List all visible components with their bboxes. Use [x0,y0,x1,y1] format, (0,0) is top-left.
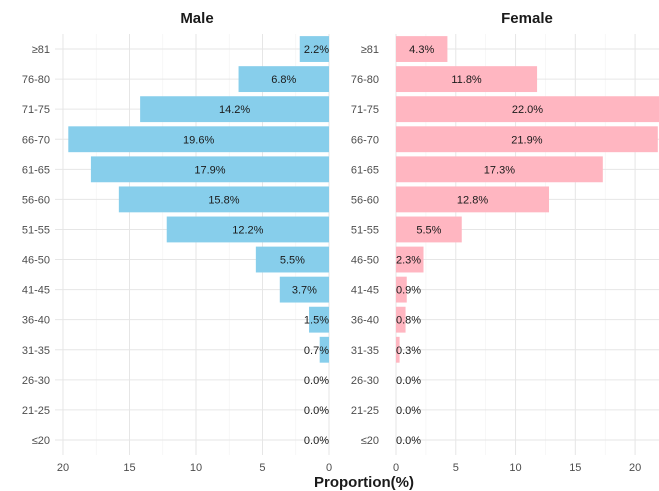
male-bar-value-label: 17.9% [194,164,225,176]
female-x-tick-label: 10 [509,462,521,474]
male-x-tick-label: 15 [123,462,135,474]
male-bar [238,66,329,93]
female-category-label: 66-70 [351,134,379,146]
female-bar [396,96,659,123]
male-category-label: 71-75 [22,104,50,116]
female-bar-value-label: 0.9% [396,285,421,297]
male-panel-title: Male [180,10,213,27]
male-category-label: ≤20 [32,435,50,447]
female-bar-value-label: 5.5% [416,224,441,236]
female-bar-value-label: 22.0% [512,104,543,116]
male-bar-value-label: 15.8% [208,194,239,206]
male-category-label: 36-40 [22,315,50,327]
female-x-tick-label: 5 [453,462,459,474]
female-bar-value-label: 0.0% [396,375,421,387]
male-category-label: 26-30 [22,375,50,387]
female-bar-value-label: 0.0% [396,435,421,447]
male-bar [90,156,329,183]
male-bar-value-label: 19.6% [183,134,214,146]
male-bar-value-label: 14.2% [219,104,250,116]
female-bar [396,336,400,363]
female-category-label: 26-30 [351,375,379,387]
female-category-label: 36-40 [351,315,379,327]
male-x-tick-label: 5 [259,462,265,474]
female-bar-value-label: 2.3% [396,255,421,267]
male-x-tick-label: 10 [190,462,202,474]
female-bar-value-label: 12.8% [457,194,488,206]
female-bar-value-label: 4.3% [409,44,434,56]
male-bar [309,306,329,333]
female-bar-value-label: 11.8% [451,74,482,86]
female-x-tick-label: 0 [393,462,399,474]
male-category-label: 66-70 [22,134,50,146]
male-bar [319,336,329,363]
female-bar [396,156,603,183]
female-category-label: ≤20 [361,435,379,447]
female-bar [396,66,538,93]
male-category-label: 46-50 [22,255,50,267]
male-bar-value-label: 0.0% [304,405,329,417]
male-bar [118,186,329,213]
male-category-label: 56-60 [22,194,50,206]
male-bar-value-label: 2.2% [304,44,329,56]
female-category-label: 46-50 [351,255,379,267]
female-category-label: 76-80 [351,74,379,86]
female-category-label: ≥81 [361,44,379,56]
male-category-label: 76-80 [22,74,50,86]
female-bar [396,276,407,303]
female-x-tick-label: 20 [629,462,641,474]
male-bar [255,246,329,273]
female-category-label: 41-45 [351,285,379,297]
male-bar [166,216,329,243]
female-bar-value-label: 0.8% [396,315,421,327]
male-bar [140,96,329,123]
male-category-label: 21-25 [22,405,50,417]
female-bar-value-label: 21.9% [511,134,542,146]
female-bar-value-label: 0.0% [396,405,421,417]
male-bar-value-label: 1.5% [304,315,329,327]
female-panel: 0 5 10 15 20 ≥81 76-80 71-75 66-70 61-65 56-60 51-5… [351,34,659,474]
male-category-label: 61-65 [22,164,50,176]
male-category-label: 41-45 [22,285,50,297]
female-category-label: 31-35 [351,345,379,357]
female-bar-value-label: 0.3% [396,345,421,357]
female-x-tick-label: 15 [569,462,581,474]
female-bar [396,216,462,243]
male-bar [68,126,330,153]
female-bar [396,246,424,273]
female-category-label: 56-60 [351,194,379,206]
male-category-label: ≥81 [32,44,50,56]
male-bar-value-label: 3.7% [292,285,317,297]
female-panel-title: Female [501,10,553,27]
female-category-label: 61-65 [351,164,379,176]
female-category-label: 21-25 [351,405,379,417]
male-x-tick-label: 20 [57,462,69,474]
male-bar-value-label: 0.0% [304,375,329,387]
female-bar [396,186,550,213]
female-bar [396,306,406,333]
male-bar-value-label: 0.7% [304,345,329,357]
male-bar [299,36,329,62]
male-category-label: 51-55 [22,224,50,236]
male-panel: 20 15 10 5 0 ≥81 76-80 71-75 66-70 61-65 56-60 51-5… [22,34,332,474]
male-x-tick-label: 0 [326,462,332,474]
male-bar-value-label: 12.2% [232,224,263,236]
female-category-label: 51-55 [351,224,379,236]
female-bar-value-label: 17.3% [484,164,515,176]
female-bar [396,126,658,153]
male-category-label: 31-35 [22,345,50,357]
female-bar [396,36,448,62]
male-bar-value-label: 5.5% [280,255,305,267]
male-bar [279,276,329,303]
female-category-label: 71-75 [351,104,379,116]
male-bar-value-label: 6.8% [271,74,296,86]
male-bar-value-label: 0.0% [304,435,329,447]
x-axis-title: Proportion(%) [314,474,414,491]
